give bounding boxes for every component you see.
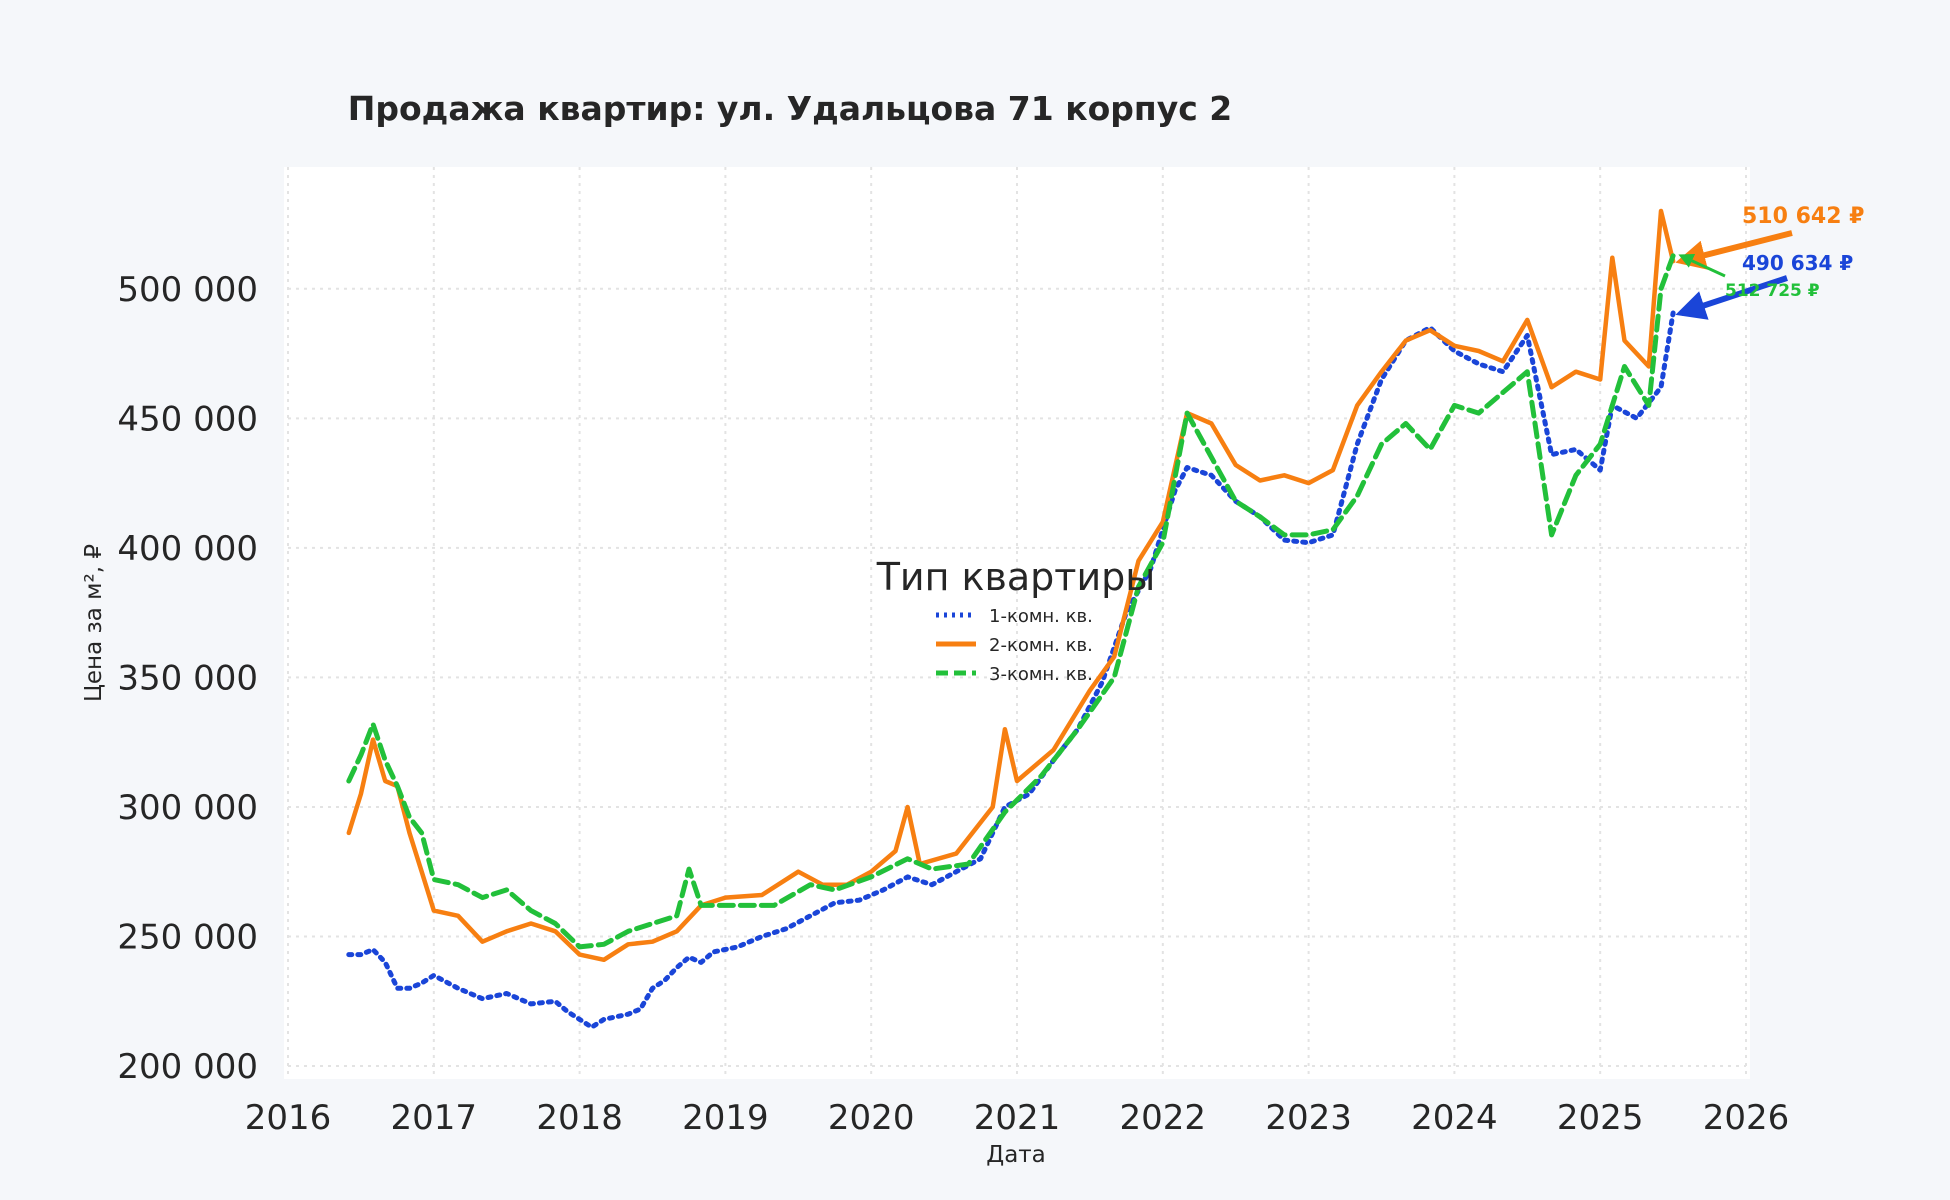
legend-entry-3: 3-комн. кв. — [989, 664, 1093, 685]
y-tick-label: 400 000 — [117, 529, 258, 569]
chart-title: Продажа квартир: ул. Удальцова 71 корпус… — [348, 89, 1232, 128]
y-tick-label: 350 000 — [117, 658, 258, 698]
annotation-arrow-3 — [1678, 254, 1726, 278]
y-axis-label: Цена за м², ₽ — [81, 544, 107, 702]
series-line-1 — [346, 310, 1676, 1030]
annotation-label-3: 512 725 ₽ — [1725, 281, 1820, 301]
series-lines — [346, 208, 1676, 1030]
legend: Тип квартиры 1-комн. кв. 2-комн. кв. 3-к… — [876, 555, 1156, 685]
x-tick-label: 2016 — [245, 1098, 332, 1138]
legend-entry-1: 1-комн. кв. — [989, 606, 1093, 627]
legend-entry-2: 2-комн. кв. — [989, 635, 1093, 656]
y-tick-label: 300 000 — [117, 788, 258, 828]
annotation-arrow-1 — [1675, 230, 1793, 270]
x-tick-label: 2020 — [828, 1098, 915, 1138]
x-tick-label: 2019 — [682, 1098, 769, 1138]
series-line-3 — [346, 253, 1676, 950]
legend-title: Тип квартиры — [876, 555, 1156, 599]
y-tick-label: 250 000 — [117, 918, 258, 958]
y-tick-label: 500 000 — [117, 270, 258, 310]
x-tick-label: 2021 — [974, 1098, 1061, 1138]
x-tick-label: 2024 — [1411, 1098, 1498, 1138]
y-tick-label: 200 000 — [117, 1047, 258, 1087]
y-tick-label: 450 000 — [117, 399, 258, 439]
x-tick-label: 2025 — [1557, 1098, 1644, 1138]
x-tick-label: 2026 — [1703, 1098, 1790, 1138]
x-tick-label: 2022 — [1120, 1098, 1207, 1138]
annotation-label-2: 490 634 ₽ — [1742, 251, 1853, 275]
axis-ticks: 2016 2017 2018 2019 2020 2021 2022 2023 2024 2025… — [117, 270, 1789, 1138]
annotation-arrow-2 — [1675, 275, 1788, 320]
x-tick-label: 2023 — [1265, 1098, 1352, 1138]
annotations: 510 642 ₽ 490 634 ₽ 512 725 ₽ — [1675, 204, 1864, 320]
grid — [287, 167, 1747, 1079]
x-tick-label: 2018 — [536, 1098, 623, 1138]
series-line-2 — [346, 208, 1676, 963]
annotation-label-1: 510 642 ₽ — [1742, 204, 1864, 229]
x-tick-label: 2017 — [391, 1098, 478, 1138]
x-axis-label: Дата — [986, 1142, 1046, 1168]
